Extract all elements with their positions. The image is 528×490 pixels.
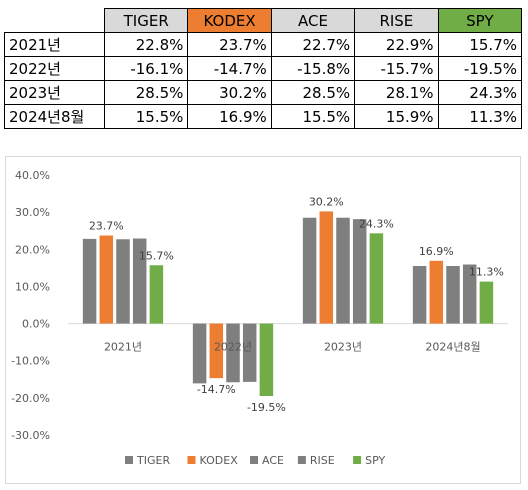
bar-kodex [429, 260, 444, 324]
legend-label-ace: ACE [262, 454, 284, 467]
legend-swatch-ace [250, 456, 258, 464]
table-cell: 15.7% [437, 32, 523, 57]
bar-rise [242, 323, 257, 382]
data-label: -19.5% [247, 401, 286, 414]
table-cell: 15.9% [354, 104, 439, 129]
header-rise: RISE [354, 8, 439, 33]
x-category-label: 2022년 [214, 341, 252, 354]
bar-kodex [99, 235, 114, 324]
bar-rise [132, 238, 147, 324]
legend-swatch-rise [297, 456, 306, 464]
data-label: 15.7% [139, 249, 174, 262]
table-row: 2022년 -16.1% -14.7% -15.8% -15.7% -19.5% [4, 56, 523, 81]
table-cell: 11.3% [437, 104, 523, 129]
table-cell: 23.7% [187, 32, 272, 57]
table-cell: 24.3% [437, 80, 523, 105]
row-label: 2021년 [4, 32, 105, 57]
table-cell: -15.7% [354, 56, 439, 81]
table-cell: 28.5% [103, 80, 189, 105]
table-cell: 30.2% [187, 80, 272, 105]
legend-swatch-tiger [125, 456, 133, 464]
legend-label-spy: SPY [365, 454, 385, 467]
bar-tiger [82, 238, 97, 324]
table-cell: -14.7% [187, 56, 272, 81]
y-tick-label: -30.0% [11, 429, 50, 442]
table-row: 2021년 22.8% 23.7% 22.7% 22.9% 15.7% [4, 32, 523, 57]
row-label: 2022년 [4, 56, 105, 81]
data-label: 30.2% [309, 195, 344, 208]
header-tiger: TIGER [103, 8, 189, 33]
legend-label-rise: RISE [310, 454, 335, 467]
y-tick-label: 0.0% [22, 318, 50, 331]
bar-ace [446, 266, 460, 324]
table-header-row: TIGER KODEX ACE RISE SPY [4, 8, 523, 33]
bar-tiger [412, 266, 427, 324]
x-category-label: 2023년 [324, 341, 362, 354]
table-cell: 22.7% [270, 32, 356, 57]
bar-ace [116, 239, 130, 324]
bar-kodex [209, 323, 224, 379]
y-tick-label: 20.0% [15, 243, 50, 256]
legend-swatch-spy [353, 456, 362, 464]
bar-rise [462, 264, 477, 324]
data-label: -14.7% [197, 383, 236, 396]
bar-tiger [302, 217, 317, 324]
table-row: 2024년8월 15.5% 16.9% 15.5% 15.9% 11.3% [4, 104, 523, 129]
header-ace: ACE [270, 8, 356, 33]
header-spy: SPY [437, 8, 523, 33]
table-cell: 16.9% [187, 104, 272, 129]
table-cell: 15.5% [103, 104, 189, 129]
y-tick-label: 30.0% [15, 206, 50, 219]
bar-spy [259, 323, 274, 396]
bar-spy [479, 281, 494, 324]
data-label: 11.3% [469, 266, 504, 279]
legend-label-tiger: TIGER [136, 454, 170, 467]
data-label: 23.7% [89, 220, 124, 233]
table-cell: -19.5% [437, 56, 523, 81]
row-label: 2024년8월 [4, 104, 105, 129]
table-cell: 22.8% [103, 32, 189, 57]
table-cell: 28.1% [354, 80, 439, 105]
chart-svg: 40.0% 30.0% 20.0% 10.0% 0.0% -10.0% -20.0% -30.… [11, 169, 508, 467]
y-tick-label: 10.0% [15, 280, 50, 293]
bar-spy [369, 233, 384, 324]
legend-swatch-kodex [187, 456, 196, 464]
x-category-label: 2021년 [104, 341, 142, 354]
table-cell: 22.9% [354, 32, 439, 57]
bar-chart: 40.0% 30.0% 20.0% 10.0% 0.0% -10.0% -20.0% -30.… [5, 156, 521, 484]
data-label: 24.3% [359, 217, 394, 230]
table-cell: -15.8% [270, 56, 356, 81]
x-category-label: 2024년8월 [425, 341, 480, 354]
row-label: 2023년 [4, 80, 105, 105]
bar-kodex [319, 211, 334, 324]
header-kodex: KODEX [187, 8, 272, 33]
bar-tiger [192, 323, 207, 384]
legend-label-kodex: KODEX [200, 454, 239, 467]
table-corner [4, 8, 105, 33]
table-cell: 15.5% [270, 104, 356, 129]
y-tick-label: -20.0% [11, 392, 50, 405]
bar-rise [352, 219, 367, 324]
bar-ace [336, 217, 350, 324]
bar-ace [226, 323, 240, 383]
returns-table: TIGER KODEX ACE RISE SPY 2021년 22.8% 23.… [4, 8, 523, 129]
y-tick-label: 40.0% [15, 169, 50, 182]
data-label: 16.9% [419, 245, 454, 258]
table-row: 2023년 28.5% 30.2% 28.5% 28.1% 24.3% [4, 80, 523, 105]
table-cell: 28.5% [270, 80, 356, 105]
y-tick-label: -10.0% [11, 355, 50, 368]
table-cell: -16.1% [103, 56, 189, 81]
bar-spy [149, 265, 164, 324]
